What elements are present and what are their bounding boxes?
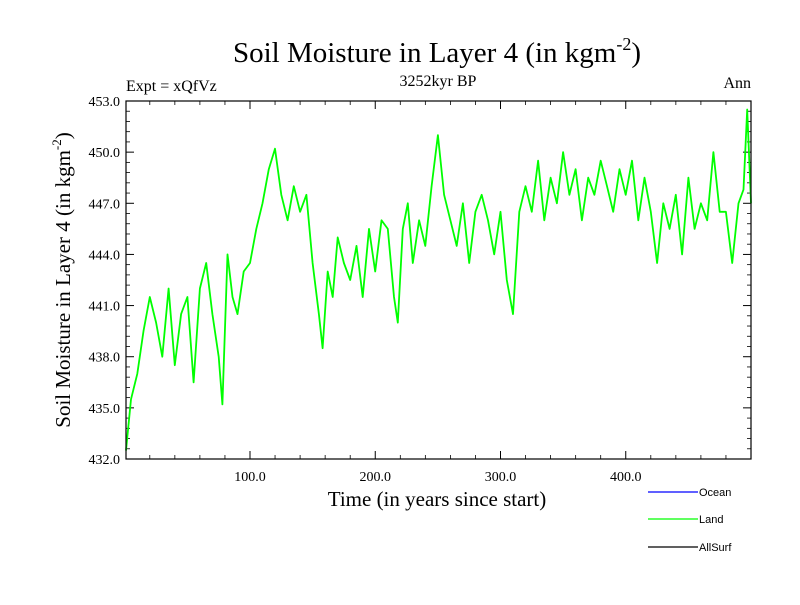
legend-label-ocean: Ocean (699, 487, 731, 499)
plot-frame (125, 100, 752, 460)
tick-labels: 432.0 435.0 438.0 441.0 444.0 447.0 450.0 453.0… (89, 95, 642, 485)
legend-label-land: Land (699, 514, 723, 526)
legend-label-allsurf: AllSurf (699, 542, 732, 554)
y-tick-label: 450.0 (89, 146, 121, 161)
y-tick-label: 453.0 (89, 95, 121, 110)
x-axis-label: Time (in years since start) (328, 487, 547, 511)
period-label: 3252kyr BP (400, 73, 477, 90)
y-tick-label: 441.0 (89, 300, 121, 315)
y-axis-label-superscript: -2 (49, 139, 64, 150)
chart-title-main: Soil Moisture in Layer 4 (in kgm (233, 37, 617, 69)
y-axis-label-main: Soil Moisture in Layer 4 (in kgm (51, 150, 75, 428)
season-label: Ann (723, 75, 751, 92)
y-axis-label: Soil Moisture in Layer 4 (in kgm-2) (49, 132, 75, 427)
experiment-label: Expt = xQfVz (126, 78, 217, 95)
series-line-land (125, 108, 752, 451)
x-tick-label: 300.0 (485, 470, 517, 485)
legend: Ocean Land AllSurf (648, 487, 732, 554)
y-tick-label: 438.0 (89, 351, 121, 366)
x-tick-label: 400.0 (610, 470, 642, 485)
y-axis-label-close: ) (51, 132, 75, 139)
x-tick-label: 200.0 (359, 470, 391, 485)
x-tick-label: 100.0 (234, 470, 266, 485)
y-tick-label: 447.0 (89, 197, 121, 212)
series-layer (125, 108, 752, 451)
chart-title-close: ) (631, 37, 641, 69)
chart-title-superscript: -2 (616, 34, 631, 54)
axis-ticks (126, 100, 751, 460)
y-tick-label: 432.0 (89, 453, 121, 468)
y-tick-label: 435.0 (89, 402, 121, 417)
chart-title: Soil Moisture in Layer 4 (in kgm-2) (233, 34, 641, 69)
y-tick-label: 444.0 (89, 248, 121, 263)
